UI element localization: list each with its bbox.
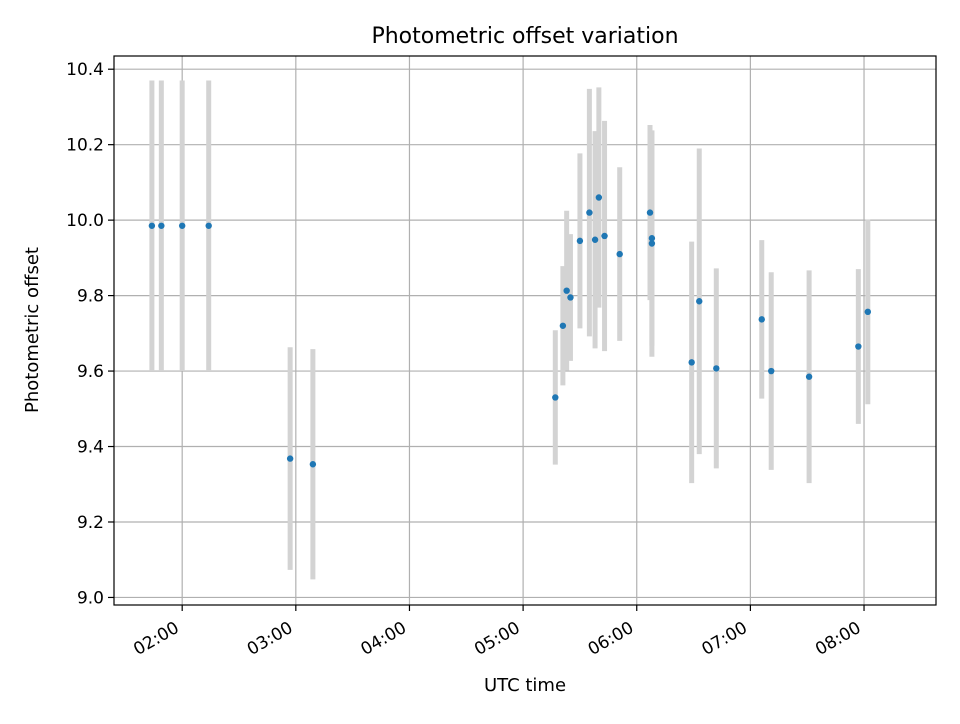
y-tick-label: 9.8 [77, 287, 104, 307]
y-tick-label: 10.4 [66, 60, 104, 80]
data-point [648, 235, 656, 242]
data-point [552, 394, 559, 401]
y-axis-ticks: 9.0 9.2 9.4 9.6 9.8 10.0 10.2 10.4 [66, 60, 114, 608]
data-point [158, 222, 165, 229]
data-point [688, 359, 695, 366]
data-points [148, 194, 872, 468]
y-tick-label: 9.0 [77, 588, 104, 608]
data-point [309, 461, 317, 468]
data-point [205, 222, 212, 229]
y-tick-label: 9.2 [77, 513, 104, 533]
data-point [591, 236, 599, 243]
data-point [855, 343, 862, 350]
data-point [586, 209, 593, 216]
data-point [768, 367, 775, 375]
data-point [648, 240, 656, 247]
data-point [646, 209, 654, 216]
grid-lines [114, 56, 936, 605]
data-point [595, 194, 603, 201]
y-tick-label: 9.6 [77, 362, 104, 382]
data-point [601, 232, 608, 240]
plot-frame [113, 55, 937, 606]
chart-title: Photometric offset variation [371, 24, 678, 49]
data-point [713, 365, 720, 372]
plot-area [114, 56, 936, 605]
data-point [559, 322, 567, 329]
data-point [563, 287, 570, 294]
data-point [148, 222, 156, 229]
x-axis-label: UTC time [484, 675, 566, 696]
y-tick-label: 9.4 [77, 438, 104, 458]
data-point [616, 250, 623, 258]
y-axis-label: Photometric offset [22, 247, 43, 413]
data-point [758, 316, 765, 323]
data-point [286, 455, 294, 462]
y-tick-label: 10.0 [66, 211, 104, 231]
data-point [576, 237, 584, 245]
y-tick-label: 10.2 [66, 136, 104, 156]
data-point [567, 294, 574, 301]
data-point [696, 298, 703, 305]
data-point [805, 373, 813, 380]
data-point [864, 308, 872, 316]
data-point [178, 222, 186, 229]
